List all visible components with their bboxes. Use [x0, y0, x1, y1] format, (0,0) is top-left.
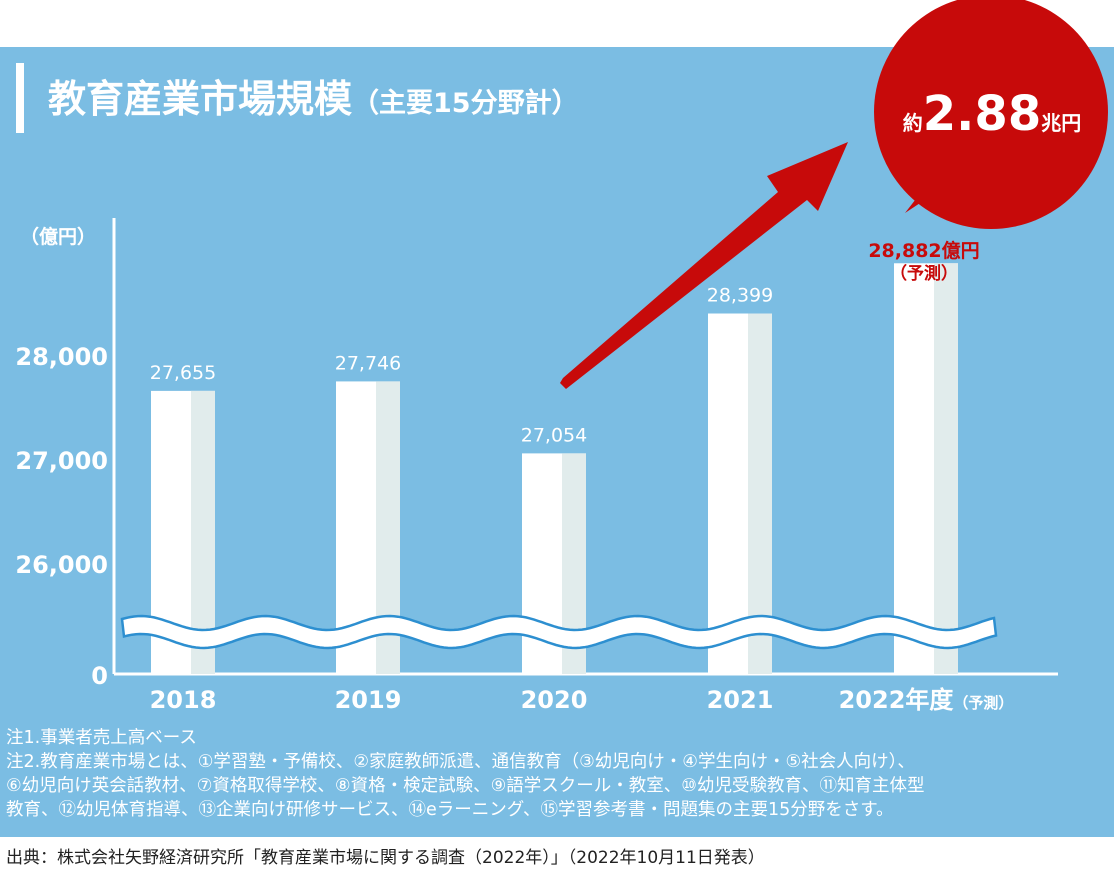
note-line: 教育、⑫幼児体育指導、⑬企業向け研修サービス、⑭eラーニング、⑮学習参考書・問題… — [6, 800, 894, 820]
growth-arrow-icon — [560, 142, 848, 389]
callout-text: 約2.88兆円 — [903, 86, 1081, 142]
bar-shade — [191, 390, 215, 674]
title-accent-bar — [16, 63, 24, 133]
x-tick-label: 2018 — [150, 686, 217, 714]
chart-title: 教育産業市場規模（主要15分野計） — [48, 80, 579, 118]
callout-bubble: 約2.88兆円 — [874, 0, 1108, 229]
source-citation: 出典：株式会社矢野経済研究所「教育産業市場に関する調査（2022年）」（2022… — [6, 848, 765, 868]
axis-break-band — [120, 614, 998, 650]
notes: 注1.事業者売上高ベース 注2.教育産業市場とは、①学習塾・予備校、②家庭教師派… — [6, 726, 1106, 822]
x-tick-label: 2020 — [521, 686, 588, 714]
y-tick-label: 0 — [91, 662, 108, 690]
forecast-value-label: 28,882億円 — [868, 239, 979, 262]
x-tick-label: 2022年度（予測） — [839, 686, 1014, 714]
value-label: 27,054 — [521, 424, 587, 446]
y-tick-label: 28,000 — [15, 343, 108, 371]
x-tick-text: 2021 — [707, 686, 774, 714]
x-tick-text: 2019 — [335, 686, 402, 714]
callout-circle — [874, 0, 1108, 229]
note-line: 注1.事業者売上高ベース — [6, 728, 197, 748]
bar-shade — [748, 313, 772, 674]
bar — [894, 263, 958, 674]
x-tick-suffix: （予測） — [953, 694, 1013, 712]
callout-value: 2.88 — [923, 86, 1041, 142]
bar-shade — [934, 263, 958, 674]
axis-break-wave — [120, 614, 998, 650]
callout-prefix: 約 — [903, 111, 923, 135]
value-label: 27,746 — [335, 352, 401, 374]
value-label: 28,399 — [707, 285, 773, 307]
y-tick-labels: 0 26,000 27,000 28,000 — [15, 343, 108, 690]
note-line: ⑥幼児向け英会話教材、⑦資格取得学校、⑧資格・検定試験、⑨語学スクール・教室、⑩… — [6, 776, 925, 796]
note-line: 注2.教育産業市場とは、①学習塾・予備校、②家庭教師派遣、通信教育（③幼児向け・… — [6, 752, 915, 772]
chart-title-main: 教育産業市場規模 — [48, 77, 353, 121]
chart-title-sub: （主要15分野計） — [352, 88, 579, 119]
x-tick-text: 2022年度 — [839, 686, 955, 714]
y-tick-label: 26,000 — [15, 551, 108, 579]
bars — [151, 263, 958, 674]
y-tick-label: 27,000 — [15, 447, 108, 475]
x-tick-label: 2019 — [335, 686, 402, 714]
forecast-note-label: （予測） — [890, 263, 958, 284]
y-axis-label: （億円） — [20, 225, 96, 248]
x-tick-text: 2018 — [150, 686, 217, 714]
x-tick-text: 2020 — [521, 686, 588, 714]
bar — [708, 313, 772, 674]
x-tick-label: 2021 — [707, 686, 774, 714]
value-label: 27,655 — [150, 362, 216, 384]
x-tick-labels: 2018 2019 2020 2021 2022年度（予測） — [150, 686, 1014, 714]
value-labels: 27,655 27,746 27,054 28,399 — [150, 285, 773, 447]
forecast-label: 28,882億円 （予測） — [868, 239, 979, 284]
callout-suffix: 兆円 — [1041, 111, 1081, 135]
